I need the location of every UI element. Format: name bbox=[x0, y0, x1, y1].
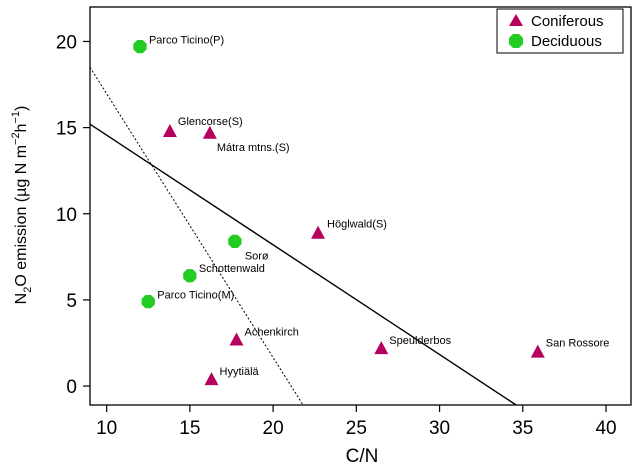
coniferous-point bbox=[530, 344, 545, 358]
x-tick-label: 30 bbox=[429, 418, 450, 439]
x-tick-label: 35 bbox=[512, 418, 533, 439]
x-tick-label: 25 bbox=[346, 418, 367, 439]
x-tick-label: 20 bbox=[263, 418, 284, 439]
coniferous-point bbox=[162, 124, 177, 138]
x-tick-label: 10 bbox=[96, 418, 117, 439]
point-label: Achenkirch bbox=[244, 327, 298, 339]
point-labels: Glencorse(S) Mátra mtns.(S) Höglwald(S) Ach… bbox=[149, 35, 609, 379]
legend: Coniferous Deciduous bbox=[496, 8, 624, 54]
coniferous-point bbox=[374, 341, 389, 355]
x-axis-title: C/N bbox=[346, 446, 379, 467]
legend-coniferous-label: Coniferous bbox=[531, 13, 604, 30]
deciduous-point bbox=[228, 234, 242, 248]
deciduous-point bbox=[141, 295, 155, 309]
y-tick-label: 10 bbox=[56, 205, 77, 226]
solid-regression-line bbox=[89, 123, 517, 406]
coniferous-point bbox=[311, 225, 326, 239]
coniferous-point bbox=[229, 332, 244, 346]
deciduous-point bbox=[183, 269, 197, 283]
trend-lines bbox=[89, 67, 517, 406]
plot-frame bbox=[89, 6, 632, 406]
coniferous-point bbox=[204, 372, 219, 386]
legend-deciduous-marker bbox=[509, 34, 523, 48]
point-label: Hyytiälä bbox=[220, 366, 260, 378]
point-label: Parco Ticino(M) bbox=[157, 290, 234, 302]
point-label: Höglwald(S) bbox=[327, 219, 387, 231]
coniferous-point bbox=[202, 125, 217, 139]
point-label: Schottenwald bbox=[199, 263, 265, 275]
legend-coniferous-marker bbox=[509, 14, 523, 26]
deciduous-point bbox=[133, 40, 147, 54]
x-axis-ticks: 10 15 20 25 30 35 40 bbox=[96, 405, 617, 439]
y-tick-label: 0 bbox=[66, 377, 77, 398]
y-tick-label: 15 bbox=[56, 119, 77, 140]
point-label: Sorø bbox=[245, 250, 269, 262]
x-tick-label: 15 bbox=[179, 418, 200, 439]
point-label: Mátra mtns.(S) bbox=[217, 142, 290, 154]
y-tick-label: 20 bbox=[56, 32, 77, 53]
point-label: Parco Ticino(P) bbox=[149, 35, 224, 47]
point-label: San Rossore bbox=[546, 338, 610, 350]
dotted-regression-line bbox=[89, 67, 304, 406]
legend-deciduous-label: Deciduous bbox=[531, 33, 602, 50]
y-axis-ticks: 0 5 10 15 20 bbox=[56, 32, 90, 398]
point-label: Glencorse(S) bbox=[178, 116, 243, 128]
data-points bbox=[133, 40, 545, 386]
x-tick-label: 40 bbox=[595, 418, 616, 439]
y-axis-title: N2O emission (µg N m−2h−1) bbox=[10, 106, 34, 305]
y-tick-label: 5 bbox=[66, 291, 77, 312]
point-label: Speulderbos bbox=[389, 335, 451, 347]
